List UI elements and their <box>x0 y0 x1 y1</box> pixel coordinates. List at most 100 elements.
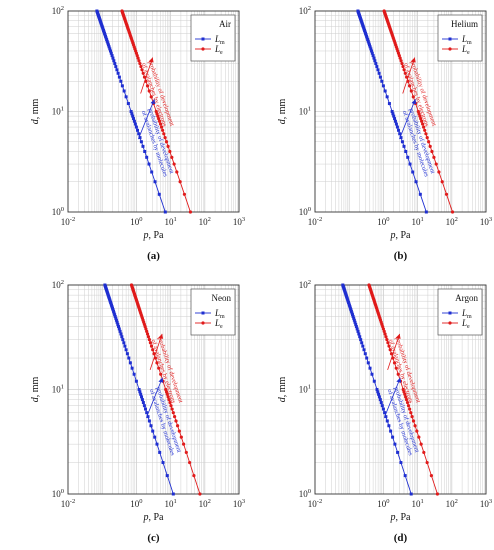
data-point <box>107 45 111 49</box>
x-tick-label: 103 <box>233 498 245 509</box>
y-tick-label: 102 <box>52 279 64 290</box>
data-point <box>144 327 148 331</box>
data-point <box>368 366 372 370</box>
data-point <box>165 474 169 478</box>
data-point <box>173 415 177 419</box>
data-point <box>393 442 397 446</box>
data-point <box>391 112 395 116</box>
data-point <box>427 140 431 144</box>
data-point <box>136 128 140 132</box>
annotation-arrow-red <box>402 57 416 94</box>
data-point <box>124 95 128 99</box>
data-point <box>354 325 358 329</box>
data-point <box>153 435 157 439</box>
data-point <box>384 335 388 339</box>
data-point <box>137 132 141 136</box>
data-point <box>163 135 167 140</box>
y-tick-label: 101 <box>52 384 64 395</box>
data-point <box>432 155 436 159</box>
data-point <box>365 34 369 38</box>
data-point <box>380 404 384 408</box>
data-point <box>115 320 119 324</box>
data-point <box>111 56 115 60</box>
data-point <box>182 442 186 446</box>
data-point <box>398 56 402 60</box>
data-point <box>145 411 149 415</box>
data-point <box>167 398 171 402</box>
data-point <box>140 395 144 399</box>
data-point <box>141 144 145 148</box>
data-point <box>355 327 359 331</box>
data-point <box>158 450 162 454</box>
data-point <box>351 313 355 317</box>
data-point <box>348 306 352 310</box>
series-Lm <box>341 283 413 496</box>
data-point <box>109 51 113 55</box>
data-point <box>403 71 407 75</box>
x-tick-label: 101 <box>411 498 423 509</box>
data-point <box>172 162 176 166</box>
data-point <box>444 192 449 196</box>
data-point <box>385 419 389 423</box>
data-point <box>392 114 396 118</box>
data-point <box>118 329 122 333</box>
data-point <box>131 114 135 118</box>
data-point <box>393 117 397 121</box>
data-point <box>372 379 376 383</box>
legend-entry: Le <box>461 318 470 330</box>
plot-frame <box>67 10 240 213</box>
data-point <box>377 392 381 396</box>
data-point <box>124 348 128 352</box>
data-point <box>411 419 416 423</box>
plot-frame <box>314 10 487 213</box>
y-axis-label: d, mm <box>30 99 41 125</box>
y-tick-label: 100 <box>52 488 64 499</box>
data-point <box>144 407 148 411</box>
data-point <box>399 461 403 465</box>
data-point <box>402 390 406 394</box>
y-tick-label: 102 <box>299 279 311 290</box>
data-point <box>113 62 117 66</box>
data-point <box>184 450 188 455</box>
data-point <box>188 460 192 465</box>
data-point <box>394 122 398 126</box>
data-point <box>134 125 138 129</box>
legend-box <box>190 288 236 336</box>
legend-gas: Neon <box>212 293 232 303</box>
data-point <box>395 125 399 129</box>
data-point <box>145 155 149 159</box>
data-point <box>168 149 172 154</box>
legend-marker <box>448 37 452 41</box>
data-point <box>145 329 149 333</box>
data-point <box>113 314 117 318</box>
data-point <box>402 144 406 148</box>
x-tick-label: 10-2 <box>61 498 75 509</box>
annotation-arrowhead-blue <box>411 99 417 105</box>
data-point <box>385 338 389 342</box>
data-point <box>142 75 147 79</box>
data-point <box>157 366 161 370</box>
legend-box <box>437 14 483 62</box>
data-point <box>404 398 409 402</box>
x-tick-label: 100 <box>377 216 389 227</box>
data-point <box>440 180 444 184</box>
data-point <box>158 122 163 126</box>
x-axis-label: p, Pa <box>143 230 165 241</box>
data-point <box>162 132 166 136</box>
data-point <box>396 372 400 376</box>
data-point <box>161 461 165 465</box>
data-point <box>411 170 415 174</box>
data-point <box>384 415 388 419</box>
data-point <box>366 39 370 43</box>
y-tick-label: 102 <box>52 5 64 16</box>
data-point <box>139 140 143 144</box>
data-point <box>387 102 391 106</box>
data-point <box>378 398 382 402</box>
plot-frame <box>67 284 240 495</box>
data-point <box>399 59 403 63</box>
data-point <box>367 41 371 45</box>
panel-label: (c) <box>147 532 160 544</box>
data-point <box>351 314 355 318</box>
data-point <box>356 329 360 333</box>
